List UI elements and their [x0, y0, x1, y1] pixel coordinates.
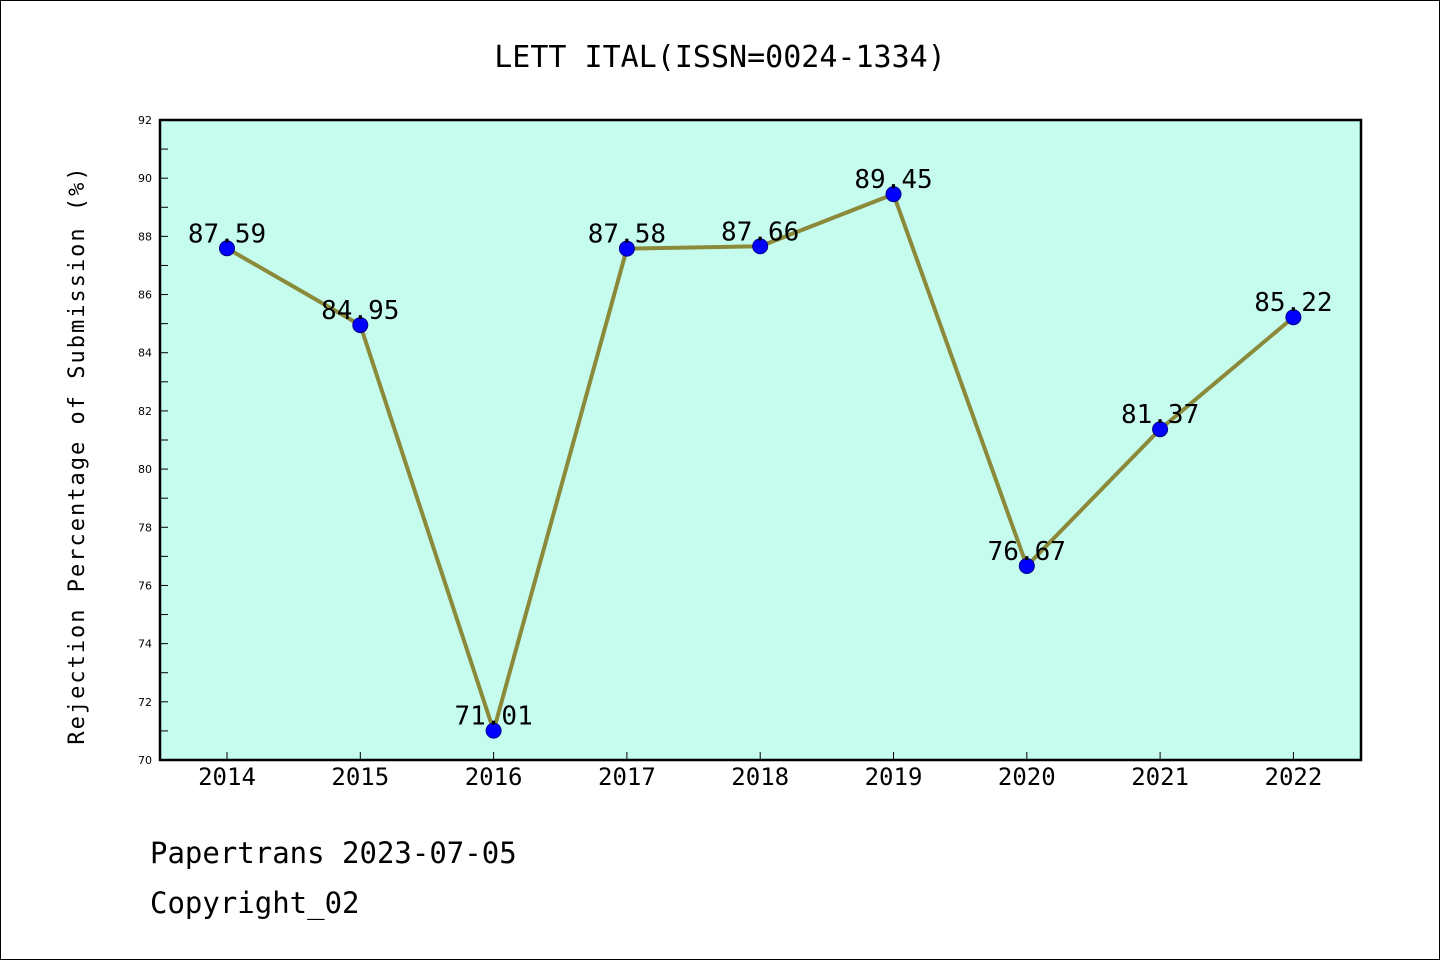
data-point: [618, 240, 635, 257]
y-tick-label: 74: [138, 638, 152, 651]
y-tick-label: 90: [138, 172, 152, 185]
data-label: 85.22: [1254, 288, 1332, 318]
data-label: 87.58: [588, 220, 666, 250]
y-axis-label: Rejection Percentage of Submission (%): [65, 165, 90, 744]
data-point: [352, 317, 369, 334]
data-point: [219, 240, 235, 257]
x-tick-label: 2021: [1131, 763, 1189, 791]
y-tick-label: 84: [138, 347, 152, 360]
y-tick-label: 82: [138, 405, 152, 418]
data-point: [485, 722, 502, 739]
y-tick-label: 70: [138, 754, 152, 767]
x-axis: 2014 2015 2016 2017 2018 2019 2020 2021 2022: [198, 752, 1322, 791]
x-tick-label: 2015: [331, 763, 389, 791]
x-tick-label: 2016: [465, 763, 523, 791]
y-axis: 70 72 74 76 78 80 82 84 86 88 90 92: [138, 114, 168, 767]
data-label: 81.37: [1121, 400, 1199, 430]
data-label: 84.95: [321, 296, 399, 326]
y-tick-label: 78: [138, 521, 152, 534]
footer-copyright: Copyright_02: [150, 886, 360, 921]
x-tick-label: 2018: [731, 763, 789, 791]
data-label: 89.45: [854, 165, 932, 195]
data-point: [885, 186, 902, 203]
y-tick-label: 88: [138, 230, 152, 243]
y-tick-label: 72: [138, 696, 152, 709]
footer-date: Papertrans 2023-07-05: [150, 836, 517, 870]
data-label: 71.01: [454, 702, 532, 732]
series-group: 87.59 84.95 71.01 87.58 87.66 89.45 76.67 81.37…: [188, 165, 1333, 739]
x-tick-label: 2019: [865, 763, 923, 791]
y-tick-label: 92: [138, 114, 152, 127]
data-point: [752, 238, 769, 255]
data-label: 87.59: [188, 219, 266, 249]
data-point: [1018, 557, 1035, 574]
x-tick-label: 2014: [198, 763, 256, 791]
x-tick-label: 2020: [998, 763, 1056, 791]
data-label: 76.67: [988, 537, 1066, 567]
data-point: [1152, 421, 1169, 438]
y-tick-label: 80: [138, 463, 152, 476]
y-tick-label: 86: [138, 289, 152, 302]
data-label: 87.66: [721, 217, 799, 247]
y-tick-label: 76: [138, 579, 152, 592]
x-tick-label: 2022: [1265, 763, 1323, 791]
x-tick-label: 2017: [598, 763, 656, 791]
data-point: [1285, 309, 1302, 326]
plot-area: [158, 118, 1363, 762]
chart-title: LETT ITAL(ISSN=0024-1334): [494, 40, 946, 75]
